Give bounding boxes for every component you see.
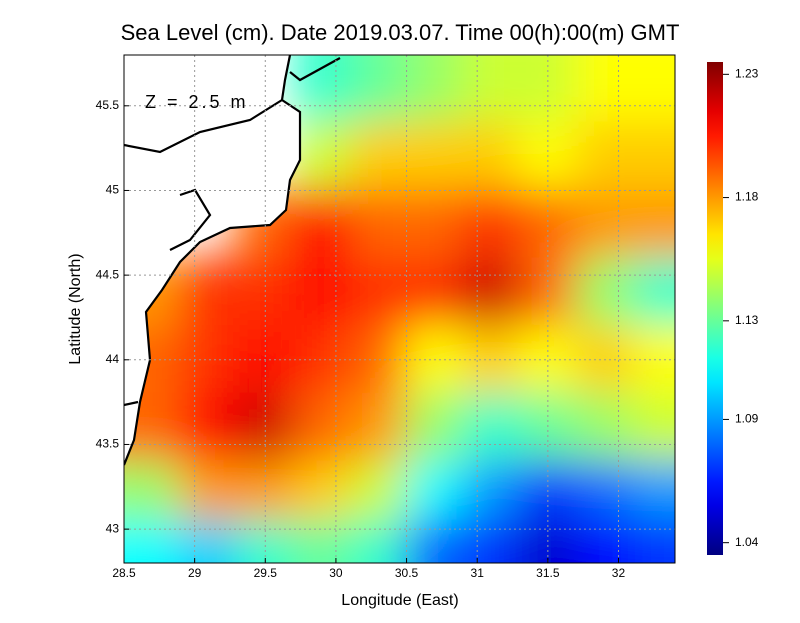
x-tick-label: 31 <box>471 566 485 580</box>
y-tick-label: 43 <box>106 521 120 535</box>
cell <box>179 392 239 463</box>
cell <box>405 257 465 327</box>
cell <box>349 189 408 260</box>
cell <box>124 519 182 563</box>
cell <box>292 189 352 260</box>
cell <box>349 519 408 563</box>
cell <box>631 460 675 522</box>
cell <box>575 121 634 192</box>
colorbar-tick-label: 1.13 <box>735 313 759 327</box>
y-tick-label: 44 <box>106 352 120 366</box>
cell <box>462 189 521 260</box>
cell <box>405 55 465 124</box>
cell <box>575 519 634 563</box>
y-axis-label: Latitude (North) <box>67 253 84 364</box>
coastline <box>124 55 341 466</box>
cell <box>405 189 465 260</box>
cell <box>405 392 465 463</box>
cell <box>349 121 408 192</box>
cell <box>631 519 675 563</box>
colorbar-tick-label: 1.18 <box>735 190 759 204</box>
cells <box>124 55 675 563</box>
x-tick-label: 31.5 <box>536 566 560 580</box>
cell <box>575 55 634 124</box>
x-tick-label: 29.5 <box>254 566 278 580</box>
cell <box>405 121 465 192</box>
cell <box>518 189 578 260</box>
colorbar-tick-label: 1.09 <box>735 412 759 426</box>
cell <box>292 121 352 192</box>
grid <box>123 55 675 563</box>
cell <box>179 257 239 327</box>
cell <box>462 55 521 124</box>
annotation: Z = 2.5 m <box>145 92 249 112</box>
plot-frame <box>123 54 676 564</box>
cell <box>631 189 675 260</box>
cell <box>179 460 239 522</box>
cell <box>292 324 352 395</box>
x-tick-label: 32 <box>612 566 626 580</box>
cell <box>575 392 634 463</box>
field <box>124 55 675 563</box>
x-tick-label: 28.5 <box>112 566 136 580</box>
cell <box>124 460 182 522</box>
cell <box>292 519 352 563</box>
y-tick-label: 43.5 <box>96 437 120 451</box>
cell <box>631 55 675 124</box>
cell <box>179 519 239 563</box>
cell <box>349 257 408 327</box>
cell <box>405 460 465 522</box>
cell <box>349 460 408 522</box>
colorbar-tick-label: 1.23 <box>735 66 759 80</box>
cell <box>349 324 408 395</box>
cell <box>575 460 634 522</box>
cell <box>631 257 675 327</box>
cell <box>631 392 675 463</box>
x-axis-label: Longitude (East) <box>341 592 458 609</box>
cell <box>292 460 352 522</box>
cell <box>631 324 675 395</box>
cell <box>405 519 465 563</box>
cell <box>349 55 408 124</box>
cell <box>631 121 675 192</box>
colorbar <box>707 62 723 555</box>
x-tick-label: 30.5 <box>395 566 419 580</box>
cell <box>349 392 408 463</box>
cell <box>462 257 521 327</box>
cell <box>462 519 521 563</box>
cell <box>575 257 634 327</box>
y-tick-label: 45.5 <box>96 98 120 112</box>
cell <box>462 121 521 192</box>
cell <box>292 257 352 327</box>
chart-title: Sea Level (cm). Date 2019.03.07. Time 00… <box>121 20 680 45</box>
y-tick-label: 44.5 <box>96 267 120 281</box>
x-tick-label: 29 <box>188 566 202 580</box>
x-tick-label: 30 <box>329 566 343 580</box>
cell <box>462 392 521 463</box>
y-tick-label: 45 <box>106 183 120 197</box>
cell <box>292 55 352 124</box>
cell <box>292 392 352 463</box>
land <box>124 55 300 465</box>
colorbar-tick-label: 1.04 <box>735 535 759 549</box>
cell <box>575 189 634 260</box>
cell <box>462 460 521 522</box>
